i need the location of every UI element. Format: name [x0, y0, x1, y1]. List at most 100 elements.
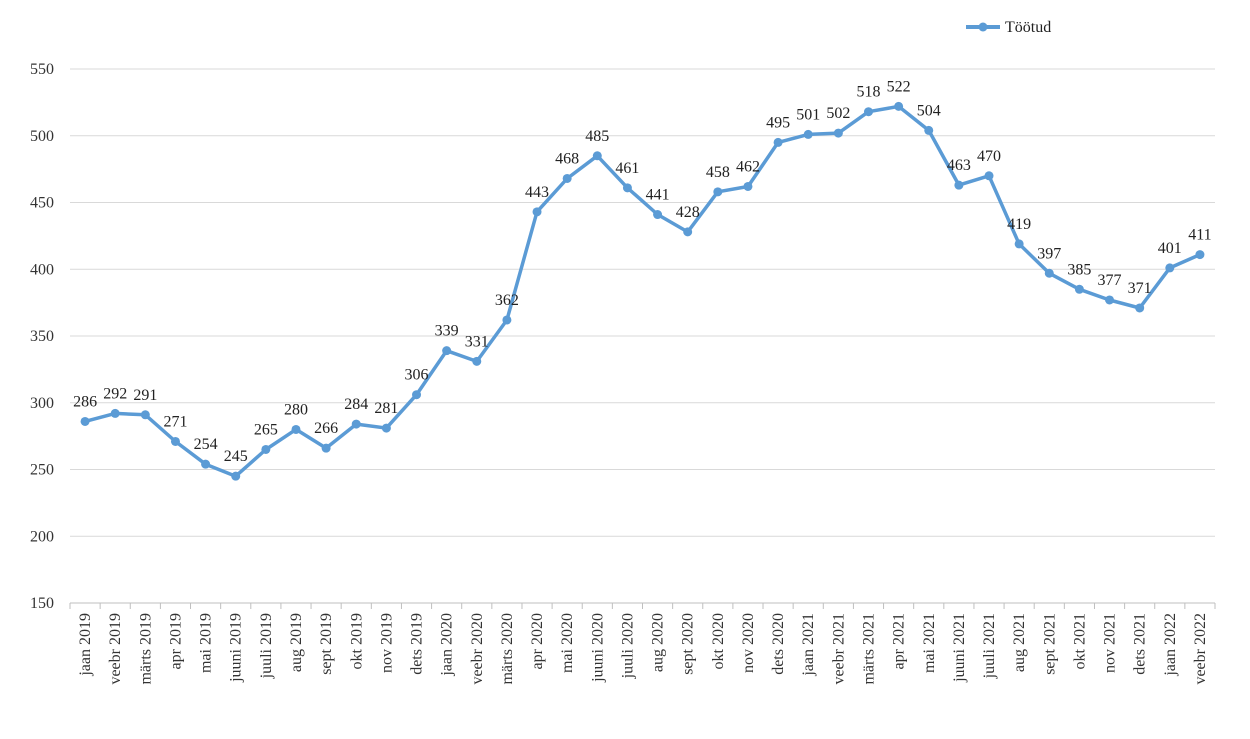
data-label: 254 [194, 436, 218, 453]
data-point [653, 210, 663, 220]
data-label: 377 [1098, 272, 1122, 289]
data-label: 428 [676, 204, 700, 221]
x-tick-label: märts 2021 [860, 613, 877, 685]
x-tick-label: veebr 2022 [1192, 613, 1209, 685]
data-point [924, 125, 934, 135]
data-label: 411 [1188, 227, 1211, 244]
x-tick-label: mai 2020 [559, 613, 576, 673]
x-tick-label: juuli 2021 [981, 613, 998, 679]
data-label: 485 [585, 128, 609, 145]
data-point [743, 181, 753, 191]
data-point [321, 443, 331, 453]
x-tick-label: jaan 2019 [77, 613, 94, 677]
data-label: 518 [856, 84, 880, 101]
data-point [532, 207, 542, 217]
x-tick-label: sept 2020 [680, 613, 697, 675]
y-tick-label: 500 [30, 128, 54, 145]
data-point [713, 187, 723, 197]
data-point [984, 171, 994, 181]
grid-lines [70, 68, 1215, 604]
x-tick-label: veebr 2021 [830, 613, 847, 685]
x-tick-label: dets 2020 [770, 613, 787, 675]
data-label: 504 [917, 102, 941, 119]
data-point [1105, 295, 1115, 305]
data-label: 266 [314, 420, 338, 437]
x-tick-label: juuli 2020 [619, 613, 636, 679]
x-tick-label: sept 2021 [1041, 613, 1058, 675]
data-label: 245 [224, 448, 248, 465]
legend-label: Töötud [1005, 19, 1051, 36]
data-point [683, 227, 693, 237]
data-point [894, 101, 904, 111]
x-tick-label: jaan 2022 [1162, 613, 1179, 677]
data-point [954, 180, 964, 190]
y-tick-label: 550 [30, 61, 54, 78]
data-label: 339 [435, 323, 459, 340]
data-label: 291 [133, 387, 157, 404]
series-toootud [80, 101, 1205, 481]
x-tick-label: nov 2019 [378, 613, 395, 673]
data-point [1165, 263, 1175, 273]
x-tick-label: jaan 2021 [800, 613, 817, 677]
y-tick-label: 300 [30, 395, 54, 412]
data-label: 265 [254, 421, 278, 438]
data-point [170, 436, 180, 446]
data-point [140, 410, 150, 420]
x-tick-label: dets 2021 [1132, 613, 1149, 675]
y-axis: 150 200 250 300 350 400 450 500 550 [30, 61, 54, 612]
x-tick-label: veebr 2020 [469, 613, 486, 685]
data-point [351, 419, 361, 429]
data-point [562, 173, 572, 183]
data-label: 468 [555, 150, 579, 167]
series-line [84, 104, 1201, 478]
x-tick-label: veebr 2019 [107, 613, 124, 685]
x-tick-label: mai 2019 [198, 613, 215, 673]
data-label: 286 [73, 393, 97, 410]
data-label: 501 [796, 106, 820, 123]
y-tick-label: 250 [30, 462, 54, 479]
data-point [80, 416, 90, 426]
data-label: 495 [766, 114, 790, 131]
data-label: 419 [1007, 216, 1031, 233]
data-point [592, 151, 602, 161]
y-tick-label: 150 [30, 595, 54, 612]
data-label: 458 [706, 164, 730, 181]
data-label: 397 [1037, 245, 1061, 262]
data-point [261, 444, 271, 454]
x-tick-label: juuni 2019 [228, 613, 245, 683]
data-label: 463 [947, 157, 971, 174]
data-point [622, 183, 632, 193]
y-tick-label: 200 [30, 528, 54, 545]
x-tick-label: apr 2019 [167, 613, 184, 669]
legend: Töötud [966, 19, 1051, 36]
data-label: 461 [615, 160, 639, 177]
data-point [442, 346, 452, 356]
legend-swatch-marker [978, 22, 988, 32]
data-point [1014, 239, 1024, 249]
data-point [110, 408, 120, 418]
data-label: 522 [887, 78, 911, 95]
x-tick-label: dets 2019 [409, 613, 426, 675]
x-tick-label: okt 2021 [1071, 613, 1088, 669]
x-axis: jaan 2019 veebr 2019 märts 2019 apr 2019 mai… [69, 602, 1216, 685]
x-tick-label: sept 2019 [318, 613, 335, 675]
data-labels: 286 292 291 271 254 245 265 280 266 284 281 306 339 3… [73, 78, 1212, 465]
data-label: 385 [1067, 261, 1091, 278]
data-point [201, 459, 211, 469]
data-label: 371 [1128, 280, 1152, 297]
x-tick-label: märts 2020 [499, 613, 516, 685]
data-point [1195, 250, 1205, 260]
x-tick-label: märts 2019 [137, 613, 154, 685]
data-point [773, 137, 783, 147]
data-point [833, 128, 843, 138]
data-label: 441 [646, 187, 670, 204]
x-tick-label: juuni 2020 [589, 613, 606, 683]
data-label: 470 [977, 148, 1001, 165]
x-tick-label: okt 2019 [348, 613, 365, 669]
y-tick-label: 350 [30, 328, 54, 345]
x-tick-label: nov 2020 [740, 613, 757, 673]
y-tick-label: 400 [30, 261, 54, 278]
x-tick-label: okt 2020 [710, 613, 727, 669]
x-tick-label: aug 2019 [288, 613, 305, 672]
